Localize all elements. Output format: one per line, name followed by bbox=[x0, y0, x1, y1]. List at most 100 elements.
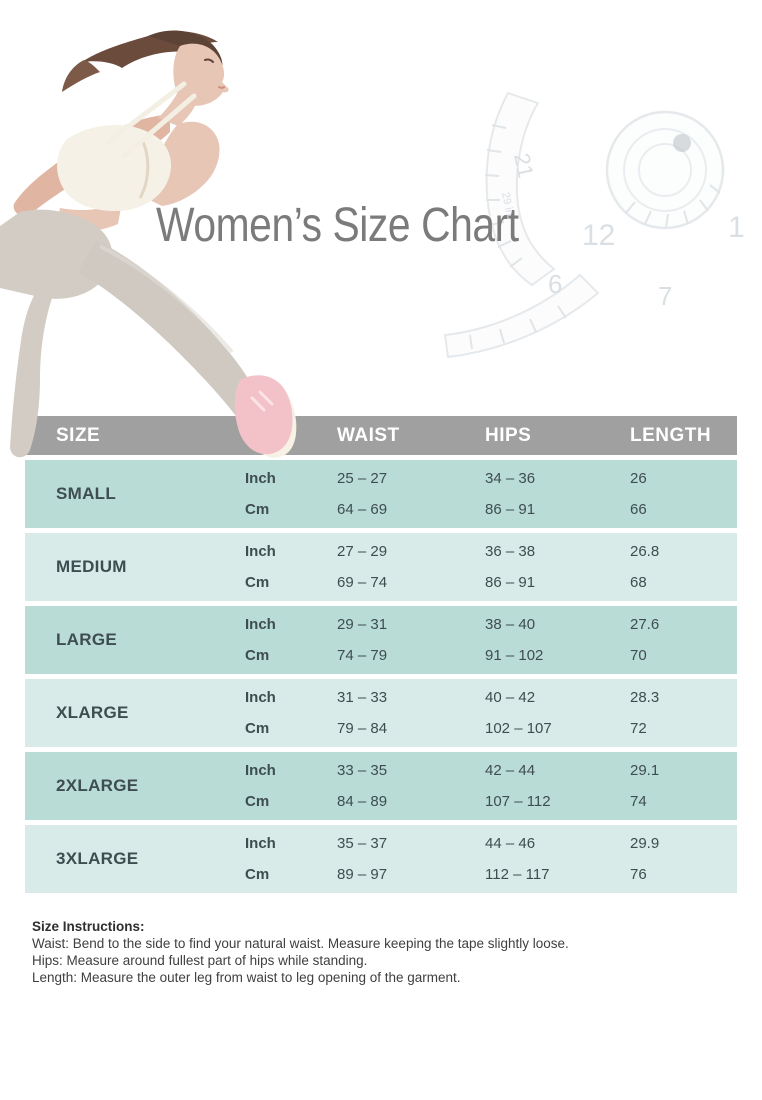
unit-labels: Inch Cm bbox=[245, 825, 337, 893]
hips-inch-value: 36 – 38 bbox=[485, 542, 536, 560]
svg-text:6: 6 bbox=[548, 269, 562, 299]
instruction-length: Length: Measure the outer leg from waist… bbox=[32, 970, 461, 985]
header-size: SIZE bbox=[56, 424, 101, 446]
header-waist: WAIST bbox=[337, 424, 400, 446]
hips-cm-value: 91 – 102 bbox=[485, 646, 544, 664]
hips-values: 42 – 44 107 – 112 bbox=[485, 752, 630, 820]
unit-labels: Inch Cm bbox=[245, 606, 337, 674]
instruction-hips: Hips: Measure around fullest part of hip… bbox=[32, 953, 368, 968]
hips-cm-value: 86 – 91 bbox=[485, 500, 536, 518]
hips-values: 40 – 42 102 – 107 bbox=[485, 679, 630, 747]
unit-labels: Inch Cm bbox=[245, 460, 337, 528]
length-values: 29.9 76 bbox=[630, 825, 737, 893]
size-chart-table: SIZE WAIST HIPS LENGTH SMALL Inch Cm 25 … bbox=[25, 416, 737, 898]
waist-values: 31 – 33 79 – 84 bbox=[337, 679, 485, 747]
length-cm-value: 70 bbox=[630, 646, 647, 664]
length-cm-value: 72 bbox=[630, 719, 647, 737]
waist-cm-value: 64 – 69 bbox=[337, 500, 388, 518]
header-hips: HIPS bbox=[485, 424, 532, 446]
waist-cm-value: 89 – 97 bbox=[337, 865, 388, 883]
svg-text:1: 1 bbox=[728, 211, 745, 244]
unit-cm-label: Cm bbox=[245, 573, 270, 591]
size-row-2xlarge: 2XLARGE Inch Cm 33 – 35 84 – 89 42 – 44 … bbox=[25, 752, 737, 820]
hips-inch-value: 42 – 44 bbox=[485, 761, 536, 779]
length-cm-value: 76 bbox=[630, 865, 647, 883]
waist-inch-value: 29 – 31 bbox=[337, 615, 388, 633]
size-name: MEDIUM bbox=[56, 557, 127, 576]
waist-values: 25 – 27 64 – 69 bbox=[337, 460, 485, 528]
unit-inch-label: Inch bbox=[245, 761, 276, 779]
unit-cm-label: Cm bbox=[245, 865, 270, 883]
waist-cm-value: 74 – 79 bbox=[337, 646, 388, 664]
length-inch-value: 26.8 bbox=[630, 542, 660, 560]
length-inch-value: 29.9 bbox=[630, 834, 660, 852]
unit-inch-label: Inch bbox=[245, 542, 276, 560]
size-row-large: LARGE Inch Cm 29 – 31 74 – 79 38 – 40 91… bbox=[25, 606, 737, 674]
unit-inch-label: Inch bbox=[245, 688, 276, 706]
waist-inch-value: 31 – 33 bbox=[337, 688, 388, 706]
unit-cm-label: Cm bbox=[245, 500, 270, 518]
length-values: 27.6 70 bbox=[630, 606, 737, 674]
size-name: LARGE bbox=[56, 630, 117, 649]
hips-values: 44 – 46 112 – 117 bbox=[485, 825, 630, 893]
unit-labels: Inch Cm bbox=[245, 679, 337, 747]
table-body: SMALL Inch Cm 25 – 27 64 – 69 34 – 36 86… bbox=[25, 460, 737, 893]
size-row-medium: MEDIUM Inch Cm 27 – 29 69 – 74 36 – 38 8… bbox=[25, 533, 737, 601]
instruction-waist: Waist: Bend to the side to find your nat… bbox=[32, 936, 569, 951]
unit-labels: Inch Cm bbox=[245, 533, 337, 601]
size-name: XLARGE bbox=[56, 703, 129, 722]
length-values: 28.3 72 bbox=[630, 679, 737, 747]
waist-cm-value: 79 – 84 bbox=[337, 719, 388, 737]
waist-values: 33 – 35 84 – 89 bbox=[337, 752, 485, 820]
waist-values: 29 – 31 74 – 79 bbox=[337, 606, 485, 674]
waist-cm-value: 69 – 74 bbox=[337, 573, 388, 591]
waist-inch-value: 33 – 35 bbox=[337, 761, 388, 779]
length-values: 29.1 74 bbox=[630, 752, 737, 820]
waist-values: 35 – 37 89 – 97 bbox=[337, 825, 485, 893]
table-header-row: SIZE WAIST HIPS LENGTH bbox=[25, 416, 737, 455]
hips-cm-value: 112 – 117 bbox=[485, 865, 550, 883]
unit-inch-label: Inch bbox=[245, 469, 276, 487]
unit-cm-label: Cm bbox=[245, 719, 270, 737]
size-row-3xlarge: 3XLARGE Inch Cm 35 – 37 89 – 97 44 – 46 … bbox=[25, 825, 737, 893]
unit-labels: Inch Cm bbox=[245, 752, 337, 820]
size-name: 3XLARGE bbox=[56, 849, 139, 868]
page-title: Women’s Size Chart bbox=[156, 199, 519, 252]
header-length: LENGTH bbox=[630, 424, 712, 446]
length-values: 26 66 bbox=[630, 460, 737, 528]
length-cm-value: 68 bbox=[630, 573, 647, 591]
hips-inch-value: 34 – 36 bbox=[485, 469, 536, 487]
size-name: 2XLARGE bbox=[56, 776, 139, 795]
hips-cm-value: 102 – 107 bbox=[485, 719, 552, 737]
waist-inch-value: 27 – 29 bbox=[337, 542, 388, 560]
length-values: 26.8 68 bbox=[630, 533, 737, 601]
waist-cm-value: 84 – 89 bbox=[337, 792, 388, 810]
svg-text:12: 12 bbox=[582, 219, 615, 252]
hips-values: 36 – 38 86 – 91 bbox=[485, 533, 630, 601]
hips-cm-value: 107 – 112 bbox=[485, 792, 551, 810]
waist-inch-value: 25 – 27 bbox=[337, 469, 388, 487]
svg-text:7: 7 bbox=[658, 281, 672, 311]
hips-inch-value: 40 – 42 bbox=[485, 688, 536, 706]
size-instructions: Size Instructions: Waist: Bend to the si… bbox=[32, 918, 732, 986]
unit-inch-label: Inch bbox=[245, 615, 276, 633]
unit-cm-label: Cm bbox=[245, 792, 270, 810]
length-inch-value: 29.1 bbox=[630, 761, 660, 779]
instructions-title: Size Instructions: bbox=[32, 919, 145, 934]
length-cm-value: 74 bbox=[630, 792, 647, 810]
waist-values: 27 – 29 69 – 74 bbox=[337, 533, 485, 601]
hips-cm-value: 86 – 91 bbox=[485, 573, 536, 591]
hips-inch-value: 38 – 40 bbox=[485, 615, 536, 633]
length-inch-value: 27.6 bbox=[630, 615, 660, 633]
length-cm-value: 66 bbox=[630, 500, 647, 518]
hips-values: 34 – 36 86 – 91 bbox=[485, 460, 630, 528]
size-row-xlarge: XLARGE Inch Cm 31 – 33 79 – 84 40 – 42 1… bbox=[25, 679, 737, 747]
length-inch-value: 26 bbox=[630, 469, 647, 487]
hips-values: 38 – 40 91 – 102 bbox=[485, 606, 630, 674]
size-name: SMALL bbox=[56, 484, 117, 503]
svg-text:21: 21 bbox=[509, 151, 539, 180]
size-row-small: SMALL Inch Cm 25 – 27 64 – 69 34 – 36 86… bbox=[25, 460, 737, 528]
hips-inch-value: 44 – 46 bbox=[485, 834, 536, 852]
waist-inch-value: 35 – 37 bbox=[337, 834, 388, 852]
